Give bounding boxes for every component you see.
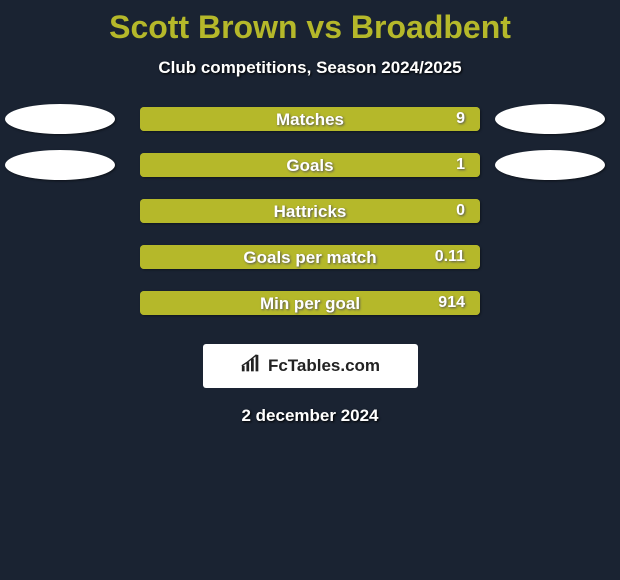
stat-bar <box>140 107 480 131</box>
stat-row: Matches9 <box>0 96 620 142</box>
stat-bar <box>140 153 480 177</box>
stat-row: Hattricks0 <box>0 188 620 234</box>
comparison-date: 2 december 2024 <box>0 388 620 426</box>
brand-badge[interactable]: FcTables.com <box>203 344 418 388</box>
comparison-card: Scott Brown vs Broadbent Club competitio… <box>0 0 620 580</box>
right-player-marker <box>495 104 605 134</box>
comparison-subtitle: Club competitions, Season 2024/2025 <box>0 46 620 96</box>
stat-value: 0 <box>456 202 465 220</box>
stat-row: Goals per match0.11 <box>0 234 620 280</box>
left-player-marker <box>5 150 115 180</box>
stat-bar <box>140 291 480 315</box>
stat-bar <box>140 199 480 223</box>
stat-value: 1 <box>456 156 465 174</box>
stat-bar-fill <box>140 291 480 315</box>
stat-bar-fill <box>140 199 480 223</box>
right-player-marker <box>495 150 605 180</box>
stat-bar-fill <box>140 153 480 177</box>
stat-bar-fill <box>140 107 480 131</box>
stat-bars: Matches9Goals1Hattricks0Goals per match0… <box>0 96 620 326</box>
stat-value: 9 <box>456 110 465 128</box>
brand-text: FcTables.com <box>268 356 380 376</box>
stat-row: Goals1 <box>0 142 620 188</box>
stat-row: Min per goal914 <box>0 280 620 326</box>
comparison-title: Scott Brown vs Broadbent <box>0 0 620 46</box>
stat-value: 0.11 <box>435 248 465 266</box>
stat-bar <box>140 245 480 269</box>
left-player-marker <box>5 104 115 134</box>
chart-icon <box>240 353 262 380</box>
stat-bar-fill <box>140 245 480 269</box>
stat-value: 914 <box>438 294 465 312</box>
